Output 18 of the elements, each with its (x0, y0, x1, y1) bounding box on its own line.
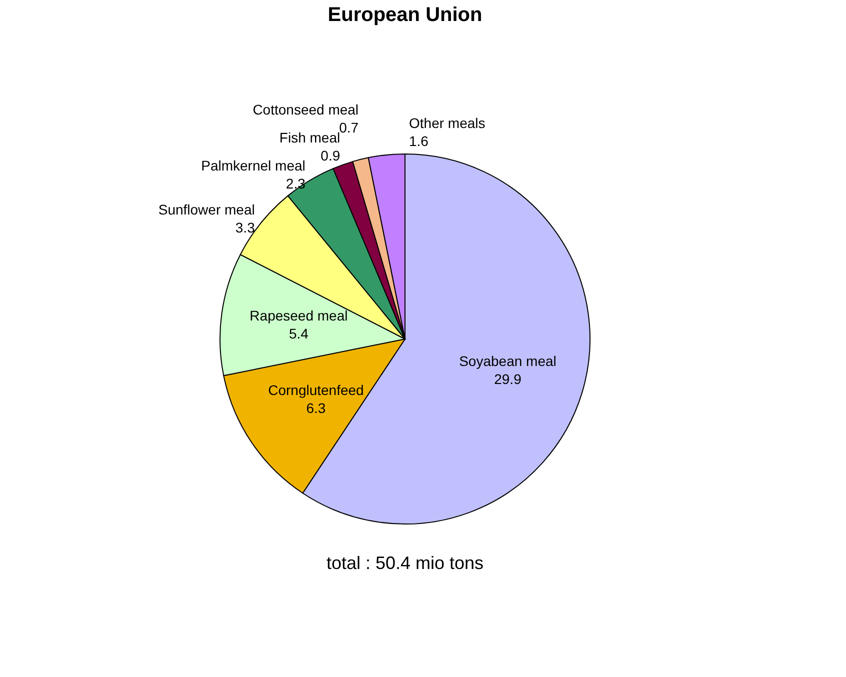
slice-label: Fish meal (279, 130, 340, 146)
slice-label: Sunflower meal (158, 202, 255, 218)
text: total : 50.4 mio tons (326, 553, 484, 573)
slice-label: Palmkernel meal (201, 158, 306, 174)
data-label: 2.3 (286, 176, 306, 192)
slice-label: Cottonseed meal (252, 102, 359, 118)
data-label: 0.9 (320, 148, 340, 164)
data-label: 0.7 (339, 120, 359, 136)
data-label: 6.3 (306, 400, 326, 416)
slice-label: Other meals (409, 114, 486, 131)
data-label: 1.6 (409, 132, 429, 149)
slice-label: Soyabean meal (459, 352, 556, 369)
chart-title: European Union (328, 4, 482, 26)
data-label: 3.3 (235, 220, 256, 236)
slice-label: Rapeseed meal (250, 307, 348, 324)
slice-label: Cornglutenfeed (268, 382, 364, 398)
data-label: 29.9 (494, 370, 522, 387)
data-label: 5.4 (288, 325, 309, 342)
